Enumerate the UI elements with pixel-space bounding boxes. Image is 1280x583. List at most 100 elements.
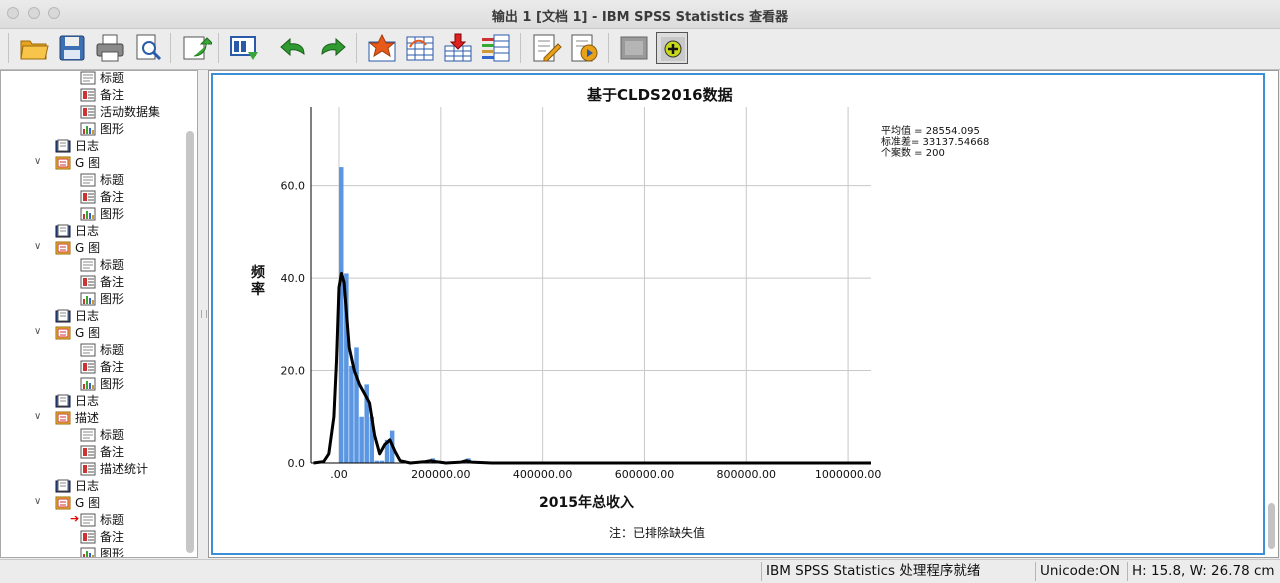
tree-item[interactable]: 图形 (80, 290, 124, 307)
tree-item[interactable]: G 图 (55, 154, 100, 171)
table-icon (80, 462, 96, 476)
notes-icon (80, 445, 96, 459)
tree-item-label: 图形 (100, 547, 125, 558)
tree-item-label: 标题 (100, 173, 125, 187)
histogram-bar (354, 347, 359, 463)
tree-item[interactable]: 图形 (80, 375, 124, 392)
title-icon (80, 173, 96, 187)
tree-item-label: 活动数据集 (100, 105, 161, 119)
x-tick-label: .00 (330, 468, 348, 481)
log-icon (55, 394, 71, 408)
tree-item[interactable]: 日志 (55, 477, 99, 494)
script-icon[interactable] (530, 32, 562, 64)
tree-item[interactable]: 日志 (55, 137, 99, 154)
y-tick-label: 20.0 (281, 365, 306, 378)
tree-item-label: 描述统计 (100, 462, 149, 476)
collapse-chevron-icon[interactable]: ∨ (34, 156, 42, 167)
tree-item-label: 标题 (100, 428, 125, 442)
outline-pane[interactable]: 标题 备注 活动数据集 图形 日志 G 图 ∨ 标题 备注 图形 日志 G 图 ∨ 标题 备注 图形 日志 G 图… (0, 70, 198, 558)
goto-data-icon[interactable] (366, 32, 398, 64)
content-pane[interactable]: 基于CLDS2016数据 平均值 = 28554.095 标准差= 33137.… (208, 70, 1279, 558)
variables-icon[interactable] (480, 32, 512, 64)
tree-item-label: 备注 (100, 530, 125, 544)
pane-splitter[interactable] (198, 70, 208, 558)
stat-mean: 平均值 = 28554.095 (881, 126, 980, 137)
tree-item[interactable]: G 图 (55, 324, 100, 341)
open-icon[interactable] (18, 32, 50, 64)
status-bar: IBM SPSS Statistics 处理程序就绪 Unicode:ON H:… (0, 559, 1280, 583)
histogram-bar (344, 273, 349, 463)
content-scrollbar[interactable] (1268, 503, 1275, 549)
tree-item[interactable]: 标题 (80, 256, 124, 273)
tree-item-label: 图形 (100, 207, 125, 221)
status-message: IBM SPSS Statistics 处理程序就绪 (761, 562, 1033, 581)
folder-icon (55, 411, 71, 425)
outline-scrollbar[interactable] (186, 131, 194, 553)
redo-icon[interactable] (316, 32, 348, 64)
tree-item[interactable]: 日志 (55, 222, 99, 239)
histogram-bar (339, 167, 344, 464)
goto-case-icon[interactable] (404, 32, 436, 64)
hide-icon[interactable] (618, 32, 650, 64)
tree-item[interactable]: 图形 (80, 120, 124, 137)
zoom-window-button[interactable] (48, 7, 60, 19)
tree-item[interactable]: 备注 (80, 273, 124, 290)
insert-variable-icon[interactable] (442, 32, 474, 64)
recall-dialog-icon[interactable] (228, 32, 260, 64)
x-tick-label: 600000.00 (615, 468, 675, 481)
tree-item-label: 标题 (100, 71, 125, 85)
close-window-button[interactable] (7, 7, 19, 19)
tree-item[interactable]: 标题 (80, 511, 124, 528)
log-icon (55, 139, 71, 153)
chart-selection-frame[interactable] (211, 73, 1265, 555)
collapse-chevron-icon[interactable]: ∨ (34, 326, 42, 337)
tree-item-label: 日志 (75, 139, 100, 153)
tree-item-label: G 图 (75, 326, 101, 340)
tree-item-label: G 图 (75, 156, 101, 170)
graph-icon (80, 292, 96, 306)
tree-item[interactable]: 描述统计 (80, 460, 148, 477)
tree-item[interactable]: 标题 (80, 426, 124, 443)
status-size: H: 15.8, W: 26.78 cm (1127, 562, 1279, 581)
tree-item[interactable]: 备注 (80, 86, 124, 103)
tree-item[interactable]: 标题 (80, 71, 125, 86)
tree-item[interactable]: 备注 (80, 358, 124, 375)
chart-title: 基于CLDS2016数据 (587, 86, 733, 104)
tree-item[interactable]: 活动数据集 (80, 103, 160, 120)
x-axis-label: 2015年总收入 (539, 495, 634, 511)
tree-item[interactable]: G 图 (55, 239, 100, 256)
tree-item[interactable]: 标题 (80, 341, 124, 358)
tree-item[interactable]: 图形 (80, 205, 124, 222)
tree-item[interactable]: 标题 (80, 171, 124, 188)
log-icon (55, 309, 71, 323)
save-icon[interactable] (56, 32, 88, 64)
minimize-window-button[interactable] (28, 7, 40, 19)
stat-n: 个案数 = 200 (881, 148, 945, 159)
undo-icon[interactable] (278, 32, 310, 64)
print-preview-icon[interactable] (132, 32, 164, 64)
show-icon[interactable] (656, 32, 688, 64)
notes-icon (80, 360, 96, 374)
notes-icon (80, 530, 96, 544)
collapse-chevron-icon[interactable]: ∨ (34, 496, 42, 507)
tree-item[interactable]: 备注 (80, 528, 124, 545)
collapse-chevron-icon[interactable]: ∨ (34, 411, 42, 422)
export-icon[interactable] (180, 32, 212, 64)
tree-item[interactable]: 图形 (80, 545, 125, 558)
tree-item[interactable]: 备注 (80, 188, 124, 205)
x-tick-label: 400000.00 (513, 468, 573, 481)
tree-item[interactable]: 日志 (55, 307, 99, 324)
script-run-icon[interactable] (568, 32, 600, 64)
notes-icon (80, 190, 96, 204)
print-icon[interactable] (94, 32, 126, 64)
tree-item[interactable]: 备注 (80, 443, 124, 460)
tree-item-label: 备注 (100, 360, 125, 374)
tree-item[interactable]: 日志 (55, 392, 99, 409)
histogram-bar (379, 460, 385, 463)
tree-item[interactable]: G 图 (55, 494, 100, 511)
collapse-chevron-icon[interactable]: ∨ (34, 241, 42, 252)
tree-item-label: 日志 (75, 479, 100, 493)
tree-item[interactable]: 描述 (55, 409, 99, 426)
tree-item-label: 日志 (75, 309, 100, 323)
tree-item-label: G 图 (75, 496, 101, 510)
